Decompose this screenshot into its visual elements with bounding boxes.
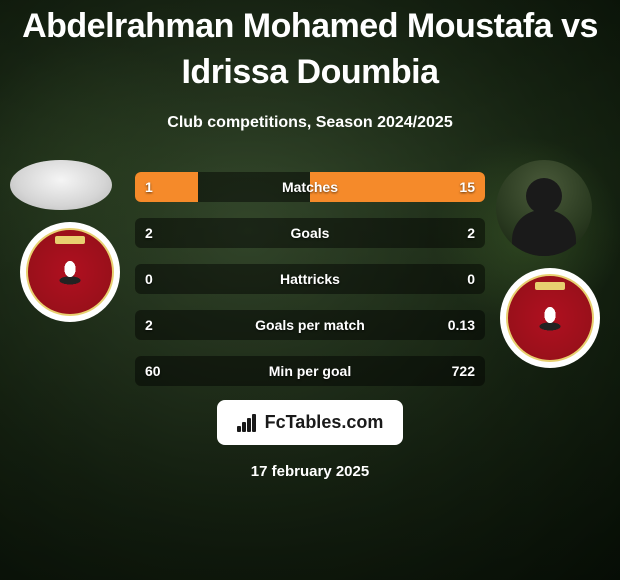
stat-row: 0Hattricks0 (135, 264, 485, 294)
stat-label: Goals (135, 218, 485, 248)
bar-chart-icon (237, 414, 259, 432)
footer: FcTables.com 17 february 2025 (0, 400, 620, 480)
stat-value-right: 15 (449, 172, 485, 202)
page-title: Abdelrahman Mohamed Moustafa vs Idrissa … (0, 0, 620, 96)
comparison-card: Abdelrahman Mohamed Moustafa vs Idrissa … (0, 0, 620, 580)
stat-value-right: 0 (457, 264, 485, 294)
stat-row: 60Min per goal722 (135, 356, 485, 386)
stat-label: Hattricks (135, 264, 485, 294)
stat-label: Matches (135, 172, 485, 202)
club-crest-right (500, 268, 600, 368)
stat-rows: 1Matches152Goals20Hattricks02Goals per m… (135, 172, 485, 402)
stat-row: 2Goals2 (135, 218, 485, 248)
stat-value-right: 722 (442, 356, 485, 386)
stat-row: 2Goals per match0.13 (135, 310, 485, 340)
player-left-photo (10, 160, 112, 210)
footer-date: 17 february 2025 (0, 463, 620, 480)
stat-label: Goals per match (135, 310, 485, 340)
stat-value-right: 2 (457, 218, 485, 248)
stats-area: 1Matches152Goals20Hattricks02Goals per m… (0, 160, 620, 390)
stat-row: 1Matches15 (135, 172, 485, 202)
brand-text: FcTables.com (265, 412, 384, 433)
player-right-photo (496, 160, 592, 256)
page-subtitle: Club competitions, Season 2024/2025 (0, 114, 620, 132)
club-crest-left (20, 222, 120, 322)
stat-value-right: 0.13 (438, 310, 485, 340)
stat-label: Min per goal (135, 356, 485, 386)
brand-badge: FcTables.com (217, 400, 404, 445)
